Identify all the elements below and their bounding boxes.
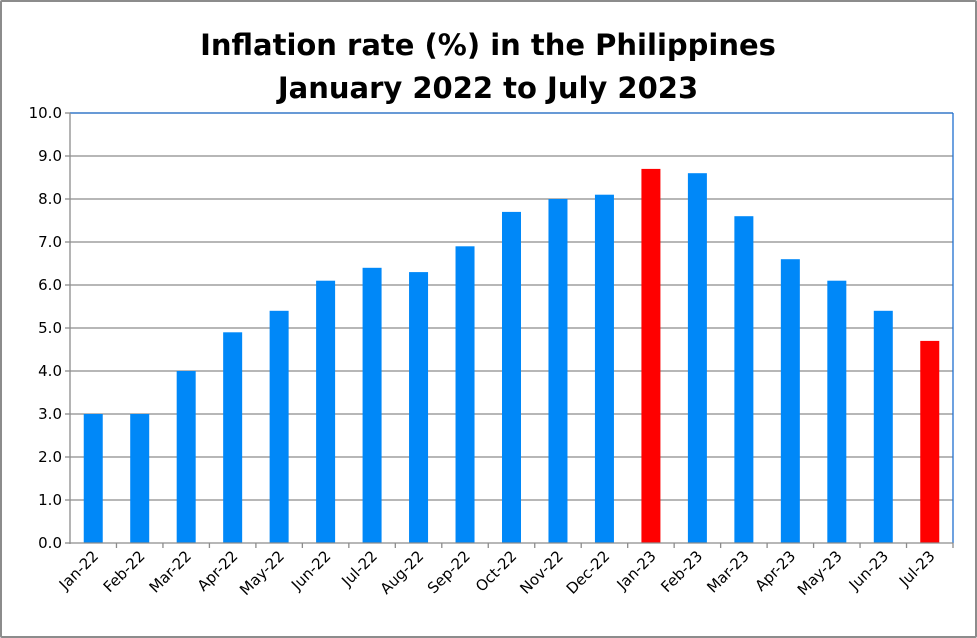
bar-jul-22: [362, 267, 382, 543]
y-tick-label: 2.0: [38, 448, 62, 466]
x-tick-label: Oct-22: [472, 547, 520, 595]
y-tick-label: 6.0: [38, 276, 62, 294]
y-tick-label: 8.0: [38, 190, 62, 208]
x-tick-label: May-23: [794, 547, 846, 599]
chart-title-line-1: Inflation rate (%) in the Philippines: [200, 28, 776, 62]
y-tick-label: 1.0: [38, 491, 62, 509]
bar-may-22: [269, 310, 289, 543]
bar-mar-22: [176, 371, 196, 543]
x-tick-label: Jan-23: [613, 547, 660, 594]
x-tick-label: Jul-22: [337, 547, 381, 591]
y-tick-label: 7.0: [38, 233, 62, 251]
x-tick-label: Jul-23: [895, 547, 939, 591]
bar-oct-22: [502, 211, 521, 543]
bar-apr-23: [780, 259, 800, 543]
x-tick-label: Mar-23: [703, 547, 752, 596]
bar-feb-23: [687, 173, 707, 543]
bar-mar-23: [734, 216, 754, 543]
bar-feb-22: [130, 414, 150, 543]
x-tick-label: Jan-22: [55, 547, 102, 594]
bar-dec-22: [594, 194, 614, 543]
y-tick-label: 10.0: [29, 104, 62, 122]
x-tick-label: Jun-23: [845, 547, 892, 594]
x-tick-label: Feb-22: [100, 547, 149, 596]
x-tick-label: Nov-22: [516, 547, 566, 597]
y-tick-label: 5.0: [38, 319, 62, 337]
bar-aug-22: [409, 272, 429, 543]
bar-jan-23: [641, 168, 661, 543]
y-tick-label: 9.0: [38, 147, 62, 165]
bar-may-23: [827, 280, 847, 543]
bar-jan-22: [83, 414, 103, 543]
bar-nov-22: [548, 199, 568, 543]
bar-jun-22: [316, 280, 336, 543]
x-tick-label: May-22: [236, 547, 288, 599]
bar-jun-23: [873, 310, 893, 543]
chart-title-line-2: January 2022 to July 2023: [276, 71, 698, 105]
x-tick-label: Aug-22: [377, 547, 428, 598]
x-tick-label: Apr-23: [751, 547, 799, 595]
x-tick-label: Jun-22: [287, 547, 334, 594]
x-tick-label: Apr-22: [194, 547, 242, 595]
x-tick-label: Dec-22: [563, 547, 614, 598]
y-tick-label: 3.0: [38, 405, 62, 423]
bar-sep-22: [455, 246, 475, 544]
bar-jul-23: [920, 340, 940, 543]
bar-apr-22: [223, 332, 243, 543]
x-tick-label: Sep-22: [424, 547, 474, 597]
y-tick-label: 0.0: [38, 534, 62, 552]
y-tick-label: 4.0: [38, 362, 62, 380]
x-tick-label: Feb-23: [657, 547, 706, 596]
x-tick-label: Mar-22: [146, 547, 195, 596]
